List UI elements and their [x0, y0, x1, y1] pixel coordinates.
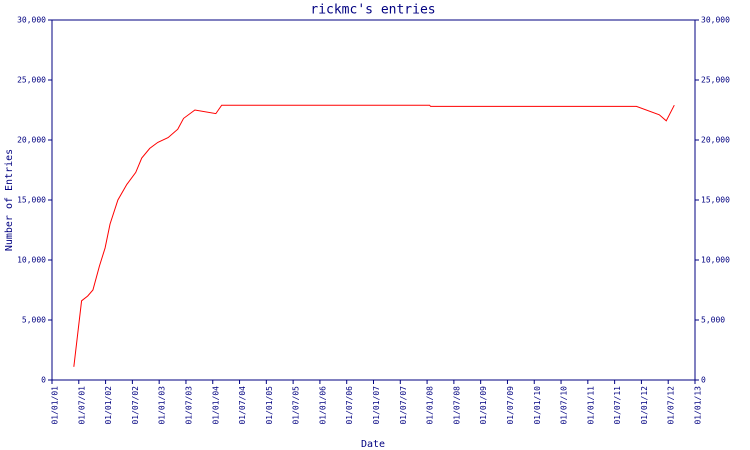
x-tick-label: 01/07/03 [184, 386, 193, 425]
x-tick-label: 01/01/09 [479, 386, 488, 425]
y-tick-label: 5,000 [22, 316, 46, 325]
y2-tick-label: 30,000 [701, 16, 730, 25]
y2-tick-label: 0 [701, 376, 706, 385]
x-tick-label: 01/01/11 [586, 386, 595, 425]
x-tick-label: 01/01/06 [318, 386, 327, 425]
x-tick-label: 01/07/08 [452, 386, 461, 425]
y-tick-label: 15,000 [17, 196, 46, 205]
x-tick-label: 01/07/01 [77, 386, 86, 425]
x-tick-label: 01/01/07 [372, 386, 381, 425]
x-tick-label: 01/07/07 [399, 386, 408, 425]
x-tick-label: 01/07/06 [345, 386, 354, 425]
x-tick-label: 01/01/08 [426, 386, 435, 425]
x-axis-title: Date [361, 439, 385, 450]
y2-tick-label: 20,000 [701, 136, 730, 145]
x-tick-label: 01/07/10 [560, 386, 569, 425]
chart-title: rickmc's entries [310, 3, 435, 18]
x-tick-label: 01/01/12 [640, 386, 649, 425]
x-tick-label: 01/01/01 [51, 386, 60, 425]
x-tick-label: 01/01/03 [158, 386, 167, 425]
plot-frame [51, 19, 696, 381]
y2-tick-label: 15,000 [701, 196, 730, 205]
y-tick-label: 25,000 [17, 76, 46, 85]
x-tick-label: 01/07/11 [613, 386, 622, 425]
x-tick-label: 01/07/12 [667, 386, 676, 425]
x-tick-label: 01/01/10 [533, 386, 542, 425]
x-tick-label: 01/01/05 [265, 386, 274, 425]
x-tick-label: 01/07/09 [506, 386, 515, 425]
x-tick-label: 01/07/05 [292, 386, 301, 425]
y-tick-label: 30,000 [17, 16, 46, 25]
y-tick-label: 20,000 [17, 136, 46, 145]
y2-tick-label: 5,000 [701, 316, 725, 325]
y2-tick-label: 10,000 [701, 256, 730, 265]
x-tick-label: 01/07/04 [238, 386, 247, 425]
x-tick-label: 01/01/02 [104, 386, 113, 425]
x-tick-label: 01/01/13 [694, 386, 703, 425]
x-tick-label: 01/07/02 [131, 386, 140, 425]
y-tick-label: 10,000 [17, 256, 46, 265]
y-tick-label: 0 [41, 376, 46, 385]
x-tick-label: 01/01/04 [211, 386, 220, 425]
data-line [73, 104, 675, 367]
y2-tick-label: 25,000 [701, 76, 730, 85]
y-axis-title: Number of Entries [4, 149, 15, 251]
